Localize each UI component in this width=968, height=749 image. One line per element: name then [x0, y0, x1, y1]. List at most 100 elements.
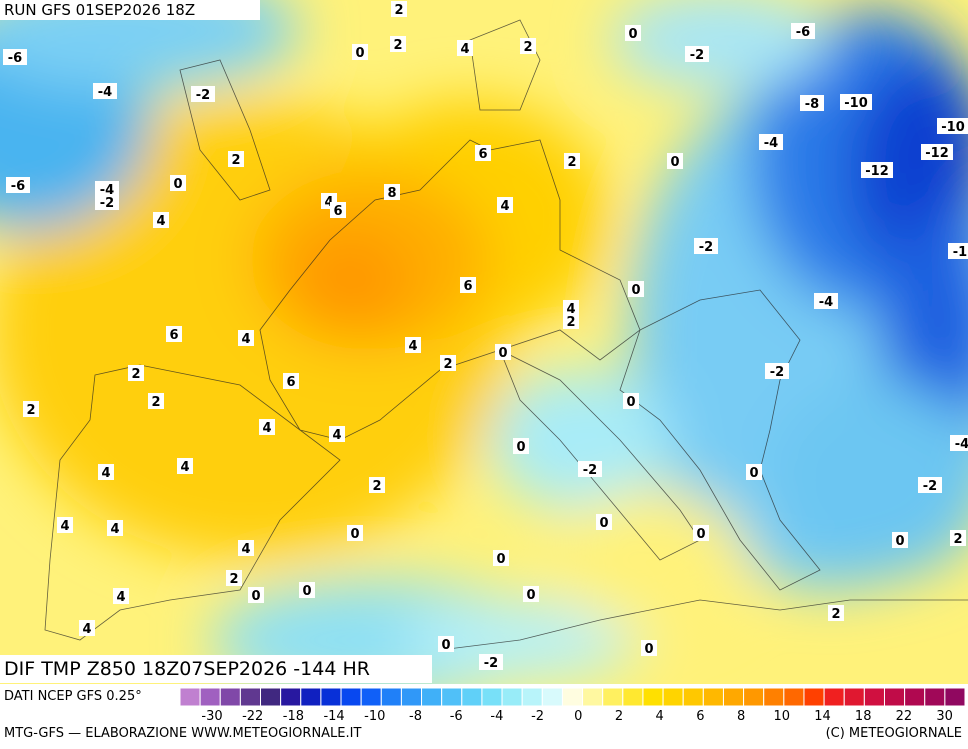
- contour-label-box: [457, 40, 473, 56]
- credit: MTG-GFS — ELABORAZIONE WWW.METEOGIORNALE…: [4, 726, 361, 741]
- contour-label-box: [596, 514, 612, 530]
- contour-label: -8: [805, 97, 819, 112]
- contour-label-box: [861, 162, 893, 178]
- colorbar-swatch: [904, 687, 926, 707]
- colorbar-swatch: [722, 687, 745, 707]
- colorbar-label: -22: [242, 709, 263, 724]
- contour-label-box: [628, 281, 644, 297]
- colorbar-swatch: [260, 687, 282, 707]
- contour-label: 4: [262, 421, 271, 436]
- colorbar-label: -8: [409, 709, 422, 724]
- contour-label: 4: [82, 622, 91, 637]
- contour-label-box: [391, 1, 407, 17]
- contour-label-box: [98, 464, 114, 480]
- contour-label: -2: [583, 463, 597, 478]
- colorbar-swatch: [883, 687, 906, 707]
- contour-label: 0: [670, 155, 679, 170]
- contour-label-box: [113, 588, 129, 604]
- contour-label-box: [563, 313, 579, 329]
- contour-label-box: [6, 177, 30, 193]
- contour-label-box: [840, 94, 872, 110]
- contour-label-box: [523, 586, 539, 602]
- contour-label: 0: [173, 177, 182, 192]
- contour-label-box: [3, 49, 27, 65]
- colorbar-swatch: [481, 687, 503, 707]
- colorbar-swatch: [300, 687, 322, 707]
- contour-label: 6: [169, 328, 178, 343]
- colorbar-label: 18: [855, 709, 872, 724]
- colorbar-swatch: [501, 687, 523, 707]
- contour-label: 0: [441, 638, 450, 653]
- contour-label: 4: [116, 590, 125, 605]
- contour-label-box: [950, 530, 966, 546]
- contour-label-box: [352, 44, 368, 60]
- contour-label: 0: [516, 440, 525, 455]
- colorbar-swatch: [803, 687, 825, 707]
- contour-label-box: [299, 582, 315, 598]
- contour-label: 0: [895, 534, 904, 549]
- contour-label-box: [950, 435, 968, 451]
- contour-label-box: [226, 570, 242, 586]
- colorbar-swatch: [863, 687, 885, 707]
- contour-label-box: [641, 640, 657, 656]
- contour-label-box: [23, 401, 39, 417]
- contour-label: -1: [953, 245, 967, 260]
- contour-label-box: [238, 540, 254, 556]
- colorbar-swatch: [843, 687, 865, 707]
- colorbar-swatch: [400, 687, 423, 707]
- contour-label-box: [693, 525, 709, 541]
- contour-label-box: [166, 326, 182, 342]
- colorbar-swatch: [199, 687, 221, 707]
- contour-label: 8: [387, 186, 396, 201]
- contour-label: 0: [696, 527, 705, 542]
- colorbar-label: -2: [531, 709, 544, 724]
- contour-label: 2: [372, 479, 381, 494]
- contour-label: 2: [26, 403, 35, 418]
- contour-label-box: [685, 46, 709, 62]
- colorbar-swatch: [461, 687, 483, 707]
- contour-label: -12: [865, 164, 889, 179]
- contour-label-box: [578, 461, 602, 477]
- contour-label: -2: [484, 656, 498, 671]
- colorbar-label: 6: [696, 709, 704, 724]
- contour-label-box: [369, 477, 385, 493]
- contour-label-box: [228, 151, 244, 167]
- contour-label: 6: [286, 375, 295, 390]
- colorbar-label: -4: [490, 709, 503, 724]
- contour-label: 0: [498, 346, 507, 361]
- colorbar-swatch: [924, 687, 946, 707]
- contour-label: -4: [98, 85, 112, 100]
- colorbar-swatch: [783, 687, 805, 707]
- colorbar-swatch: [582, 687, 604, 707]
- contour-label: 2: [393, 38, 402, 53]
- colorbar-label: -10: [364, 709, 385, 724]
- colorbar-swatch: [743, 687, 765, 707]
- contour-label-box: [765, 363, 789, 379]
- contour-label-box: [93, 83, 117, 99]
- colorbar-swatch: [642, 687, 664, 707]
- contour-label: -6: [796, 25, 810, 40]
- colorbar-swatch: [662, 687, 684, 707]
- colorbar-swatch: [541, 687, 563, 707]
- contour-label: 4: [324, 195, 333, 210]
- contour-label: -2: [770, 365, 784, 380]
- contour-label: -4: [819, 295, 833, 310]
- colorbar-label: -30: [201, 709, 222, 724]
- contour-label: 4: [500, 199, 509, 214]
- contour-label: 2: [443, 357, 452, 372]
- contour-label-box: [248, 587, 264, 603]
- contour-label-box: [384, 184, 400, 200]
- contour-label: 0: [355, 46, 364, 61]
- contour-label: 4: [408, 339, 417, 354]
- copyright: (C) METEOGIORNALE: [826, 726, 962, 741]
- header-box: [0, 0, 260, 20]
- contour-label: -4: [955, 437, 968, 452]
- contour-label-box: [148, 393, 164, 409]
- contour-label: 0: [626, 395, 635, 410]
- contour-label-box: [520, 38, 536, 54]
- contour-label: -10: [844, 96, 868, 111]
- contour-label: 4: [156, 214, 165, 229]
- contour-label: 2: [953, 532, 962, 547]
- contour-label: 0: [599, 516, 608, 531]
- colorbar-label: 4: [656, 709, 664, 724]
